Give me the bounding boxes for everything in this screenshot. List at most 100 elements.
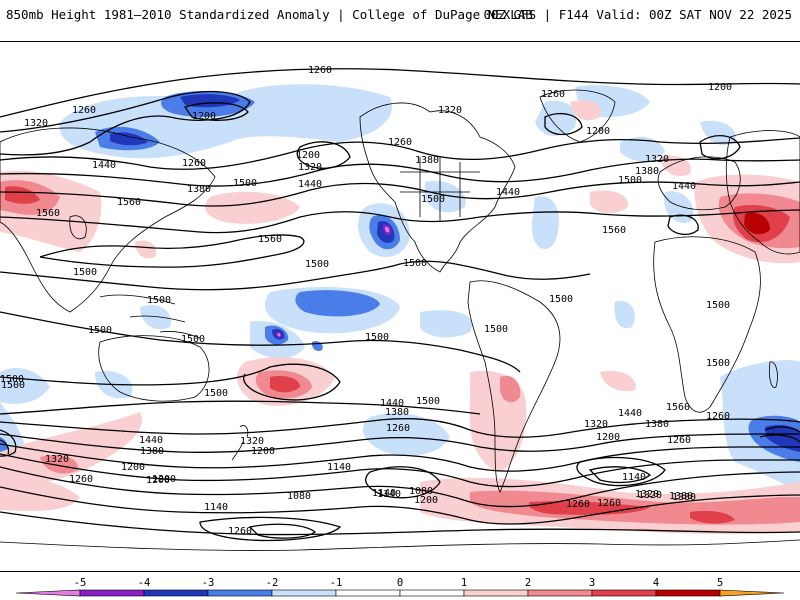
anomaly-neg1: [285, 116, 314, 139]
contour-line: [759, 434, 800, 443]
colorbar-tick-label: 3: [589, 577, 595, 589]
colorbar: -5 -4 -3 -2 -1 0 1 2 3 4 5: [0, 576, 800, 600]
contour-label: 1320: [584, 419, 608, 430]
colorbar-tick-label: 4: [653, 577, 659, 589]
anomaly-neg1: [420, 310, 472, 338]
contour-label: 1260: [308, 65, 332, 76]
contour-label: 1260: [228, 526, 252, 537]
contour-line: [365, 466, 441, 499]
anomaly-pos3: [690, 510, 735, 524]
anomaly-pos3: [528, 501, 650, 515]
contour-label: 1200: [414, 495, 438, 506]
contour-label: 1320: [240, 436, 264, 447]
anomaly-pos1: [205, 191, 300, 224]
colorbar-swatch: [591, 589, 657, 597]
contour-label: 1200: [121, 462, 145, 473]
contour-line: [667, 214, 699, 236]
anomaly-neg2: [311, 341, 323, 352]
contour-label: 1500: [305, 259, 329, 270]
contour-label: 1500: [421, 194, 445, 205]
contour-line: [0, 363, 341, 401]
contour-label: 1260: [388, 137, 412, 148]
contour-label: 1500: [549, 294, 573, 305]
contour-label: 1380: [645, 419, 669, 430]
contour-label: 1140: [327, 462, 351, 473]
contour-label: 1560: [258, 234, 282, 245]
anomaly-neg1: [140, 304, 171, 330]
colorbar-tick-label: 0: [397, 577, 403, 589]
anomaly-neg3: [180, 94, 240, 108]
contour-label: 1440: [672, 181, 696, 192]
contour-label: 1500: [88, 325, 112, 336]
antarctica-outline: [0, 539, 800, 551]
contour-label: 1140: [204, 502, 228, 513]
colorbar-tick-label: -5: [74, 577, 87, 589]
colorbar-svg: -5 -4 -3 -2 -1 0 1 2 3 4 5: [15, 577, 785, 597]
contour-label: 1260: [386, 423, 410, 434]
contour-line: [0, 433, 800, 453]
run-info: 00Z GFS | F144 Valid: 00Z SAT NOV 22 202…: [483, 7, 792, 22]
contour-label: 1380: [385, 407, 409, 418]
contour-line: [0, 137, 800, 170]
contour-label: 1080: [287, 491, 311, 502]
anomaly-neg1: [664, 191, 694, 223]
colorbar-tick-label: 5: [717, 577, 723, 589]
colorbar-swatches: [15, 589, 785, 597]
contour-line: [183, 102, 249, 121]
colorbar-tick-label: -2: [266, 577, 279, 589]
colorbar-labels: -5 -4 -3 -2 -1 0 1 2 3 4 5: [74, 577, 723, 589]
contour-label: 1560: [666, 402, 690, 413]
anomaly-neg3: [765, 424, 800, 452]
colorbar-tick-label: -1: [330, 577, 343, 589]
contour-line: [588, 466, 652, 484]
contour-label: 1500: [484, 324, 508, 335]
contour-label: 1500: [233, 178, 257, 189]
europe-outline: [657, 156, 741, 211]
anomaly-neg1: [620, 136, 665, 162]
north-america-outline: [359, 102, 516, 273]
contour-line: [0, 260, 591, 291]
contour-line: [0, 90, 251, 156]
colorbar-swatch-pos-overflow: [719, 589, 785, 597]
contour-label: 1080: [409, 486, 433, 497]
contour-line: [0, 429, 17, 457]
anomaly-pos1: [135, 240, 157, 259]
contour-label: 1260: [541, 89, 565, 100]
contour-line: [0, 400, 481, 415]
anomaly-pos1: [660, 155, 691, 177]
colorbar-swatch-neg-overflow: [15, 589, 81, 597]
contour-label: 1260: [69, 474, 93, 485]
contour-label: 1200: [152, 474, 176, 485]
contour-label: 1200: [251, 446, 275, 457]
contour-label: 1200: [192, 111, 216, 122]
colorbar-swatch: [271, 589, 337, 597]
south-america-outline: [467, 280, 561, 493]
contour-label: 1440: [618, 408, 642, 419]
map-panel: 1260 1200 1320 1260 1260 1320 1260 1200 …: [0, 41, 800, 572]
contour-label: 1440: [139, 435, 163, 446]
contour-label: 1500: [618, 175, 642, 186]
contour-label: 1140: [372, 488, 396, 499]
chart-header: 850mb Height 1981–2010 Standardized Anom…: [0, 0, 800, 38]
contour-label: 1380: [672, 492, 696, 503]
contour-line: [544, 113, 583, 136]
contour-label: 1500: [0, 374, 24, 385]
contour-label: 1500: [706, 358, 730, 369]
contour-label: 1500: [706, 300, 730, 311]
japan-outline: [69, 215, 87, 240]
contour-line: [0, 158, 800, 187]
contour-line: [576, 456, 666, 487]
anomaly-pos3: [270, 376, 300, 393]
anomaly-neg1: [0, 367, 50, 404]
contour-label: 1320: [298, 162, 322, 173]
contour-line: [0, 311, 521, 373]
colorbar-tick-label: -3: [202, 577, 215, 589]
contour-label: 1560: [36, 208, 60, 219]
contour-label: 1380: [415, 155, 439, 166]
colorbar-swatch: [143, 589, 209, 597]
contour-line: [199, 516, 342, 542]
contour-label: 1500: [365, 332, 389, 343]
colorbar-swatch: [463, 589, 529, 597]
anomaly-neg5: [385, 226, 390, 233]
anomaly-pos1: [590, 190, 629, 214]
